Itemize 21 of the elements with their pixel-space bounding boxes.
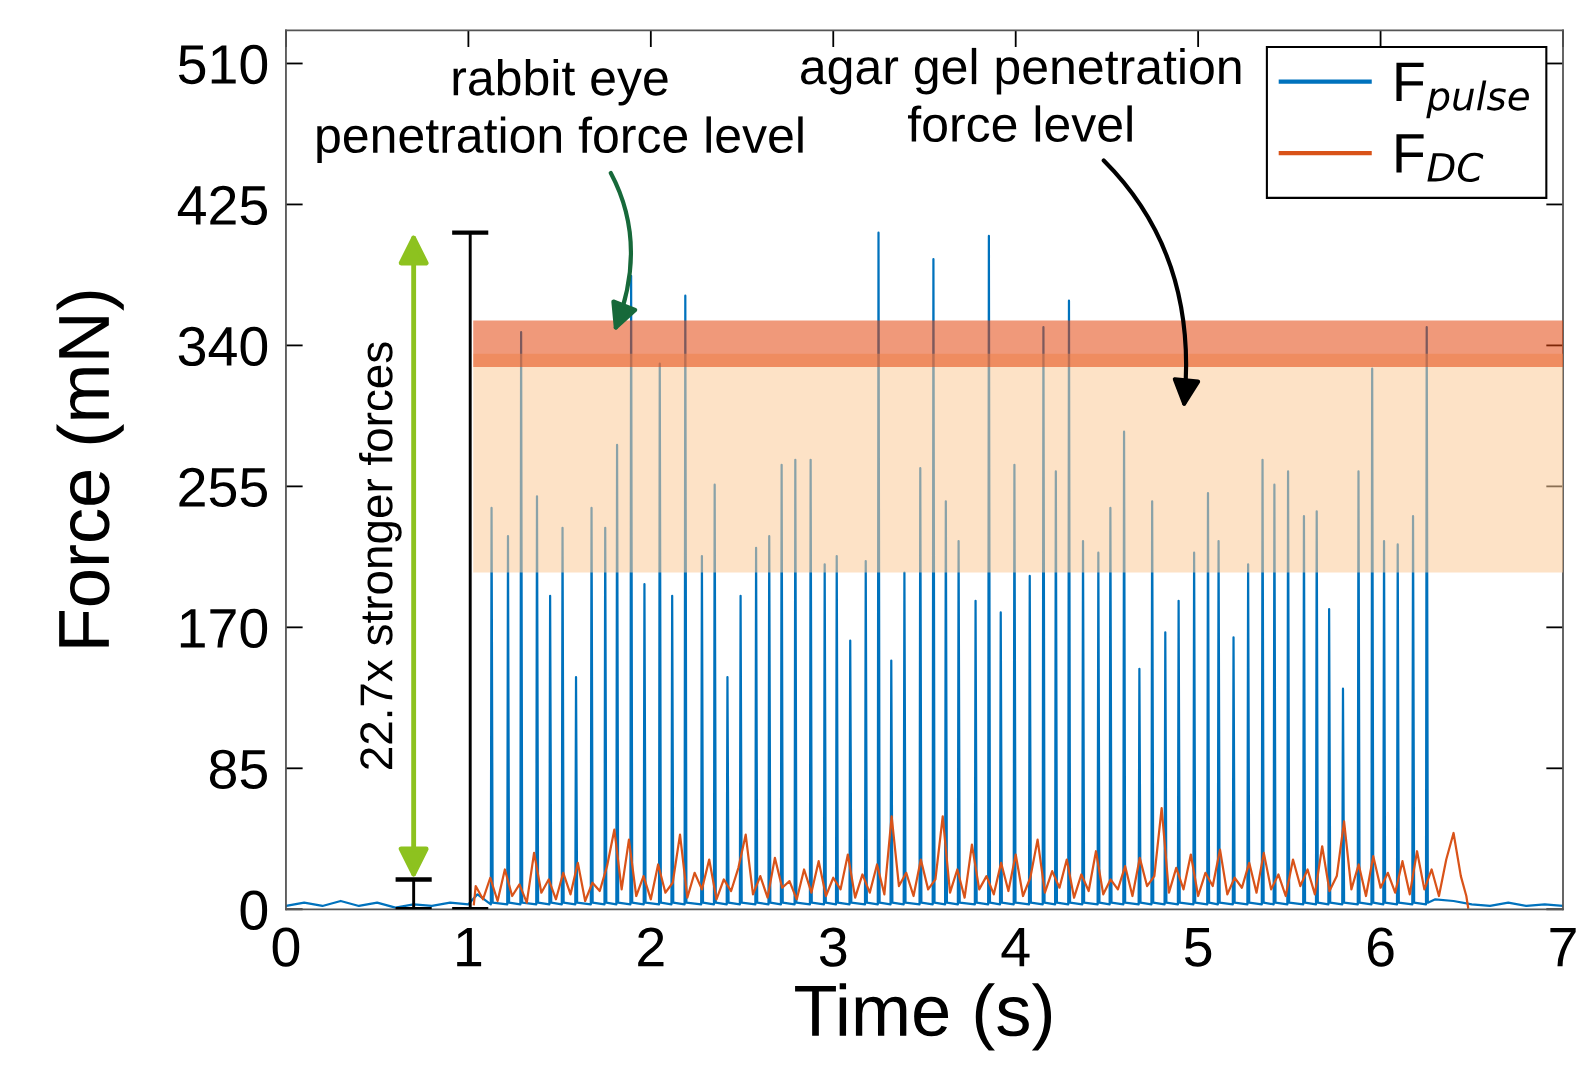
x-tick-label: 1 — [457, 927, 482, 967]
legend-label: F$_{DC}$ — [1396, 134, 1484, 183]
x-tick-label: 7 — [1550, 927, 1576, 967]
line-series — [472, 807, 1470, 909]
y-tick-label: 0 — [240, 890, 268, 930]
legend-label: F$_{pulse}$ — [1396, 62, 1529, 119]
y-axis-title: Force (mN) — [56, 291, 124, 647]
x-tick-label: 4 — [1001, 927, 1030, 967]
y-tick-label: 255 — [179, 467, 267, 508]
y-tick-label: 340 — [178, 326, 268, 367]
x-tick-label: 0 — [272, 927, 300, 967]
y-tick-label: 170 — [180, 608, 268, 649]
annotation: 22.7x stronger forces — [359, 342, 402, 769]
y-tick-label: 425 — [177, 185, 267, 226]
x-tick-label: 3 — [819, 927, 847, 967]
y-tick-label: 510 — [178, 44, 268, 85]
x-tick-label: 5 — [1184, 927, 1212, 967]
y-tick-label: 85 — [209, 749, 267, 789]
x-tick-label: 6 — [1367, 927, 1394, 967]
x-tick-label: 2 — [638, 927, 664, 967]
x-axis-title: Time (s) — [795, 983, 1052, 1051]
